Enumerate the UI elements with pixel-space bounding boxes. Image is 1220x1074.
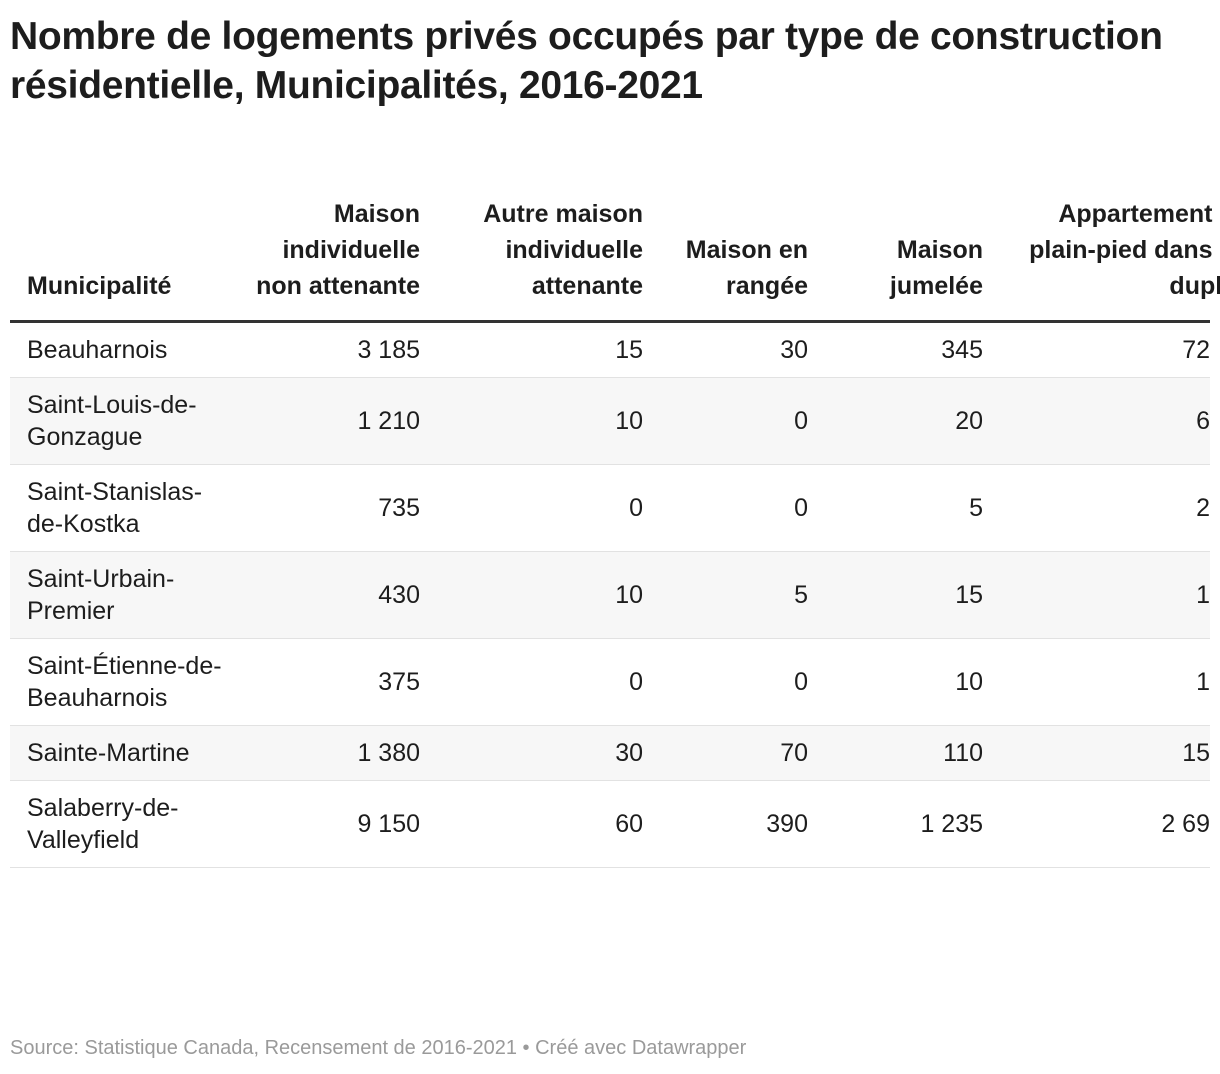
value-cell: 735 — [230, 464, 420, 552]
table-row: Saint-Étienne-de-Beauharnois 375 0 0 10 1 — [10, 638, 1210, 726]
table-row: Saint-Louis-de-Gonzague 1 210 10 0 20 6 — [10, 377, 1210, 465]
value-cell: 15 — [983, 725, 1210, 781]
data-table: Municipalité Maison individuelle non atte… — [10, 196, 1220, 868]
value-cell: 430 — [230, 551, 420, 639]
column-header: Maison jumelée — [808, 196, 983, 323]
value-cell: 10 — [808, 638, 983, 726]
column-header: Appartement ou plain-pied dans un duplex — [983, 196, 1220, 323]
value-cell: 1 — [983, 638, 1210, 726]
value-cell: 110 — [808, 725, 983, 781]
value-cell: 390 — [643, 780, 808, 868]
value-cell: 0 — [643, 638, 808, 726]
value-cell: 15 — [808, 551, 983, 639]
table-row: Beauharnois 3 185 15 30 345 72 — [10, 321, 1210, 378]
value-cell: 10 — [420, 551, 643, 639]
source-note: Source: Statistique Canada, Recensement … — [10, 1037, 747, 1059]
value-cell: 60 — [420, 780, 643, 868]
header-row: Municipalité Maison individuelle non atte… — [10, 196, 1220, 323]
column-header: Maison en rangée — [643, 196, 808, 323]
value-cell: 2 — [983, 464, 1210, 552]
municipality-cell: Saint-Louis-de-Gonzague — [10, 377, 230, 465]
value-cell: 20 — [808, 377, 983, 465]
table-row: Sainte-Martine 1 380 30 70 110 15 — [10, 725, 1210, 781]
column-header: Autre maison individuelle attenante — [420, 196, 643, 323]
municipality-cell: Saint-Stanislas-de-Kostka — [10, 464, 230, 552]
table-row: Saint-Urbain-Premier 430 10 5 15 1 — [10, 551, 1210, 639]
value-cell: 30 — [420, 725, 643, 781]
value-cell: 1 235 — [808, 780, 983, 868]
municipality-cell: Saint-Urbain-Premier — [10, 551, 230, 639]
value-cell: 0 — [420, 638, 643, 726]
value-cell: 10 — [420, 377, 643, 465]
value-cell: 9 150 — [230, 780, 420, 868]
municipality-cell: Salaberry-de-Valleyfield — [10, 780, 230, 868]
table-body: Beauharnois 3 185 15 30 345 72 Saint-Louis-de-… — [10, 321, 1210, 868]
column-header: Maison individuelle non attenante — [230, 196, 420, 323]
value-cell: 30 — [643, 321, 808, 378]
value-cell: 5 — [808, 464, 983, 552]
value-cell: 345 — [808, 321, 983, 378]
value-cell: 1 210 — [230, 377, 420, 465]
column-header-text: Appartement ou plain-pied dans un duplex — [1029, 200, 1220, 300]
value-cell: 2 69 — [983, 780, 1210, 868]
value-cell: 1 — [983, 551, 1210, 639]
value-cell: 375 — [230, 638, 420, 726]
value-cell: 3 185 — [230, 321, 420, 378]
title: Nombre de logements privés occupés par t… — [10, 15, 1163, 107]
municipality-cell: Beauharnois — [10, 321, 230, 378]
table-row: Salaberry-de-Valleyfield 9 150 60 390 1 235 2… — [10, 780, 1210, 868]
value-cell: 6 — [983, 377, 1210, 465]
value-cell: 15 — [420, 321, 643, 378]
value-cell: 0 — [643, 377, 808, 465]
value-cell: 72 — [983, 321, 1210, 378]
value-cell: 0 — [643, 464, 808, 552]
column-header: Municipalité — [10, 196, 230, 323]
value-cell: 5 — [643, 551, 808, 639]
value-cell: 0 — [420, 464, 643, 552]
value-cell: 70 — [643, 725, 808, 781]
municipality-cell: Sainte-Martine — [10, 725, 230, 781]
municipality-cell: Saint-Étienne-de-Beauharnois — [10, 638, 230, 726]
table-row: Saint-Stanislas-de-Kostka 735 0 0 5 2 — [10, 464, 1210, 552]
value-cell: 1 380 — [230, 725, 420, 781]
